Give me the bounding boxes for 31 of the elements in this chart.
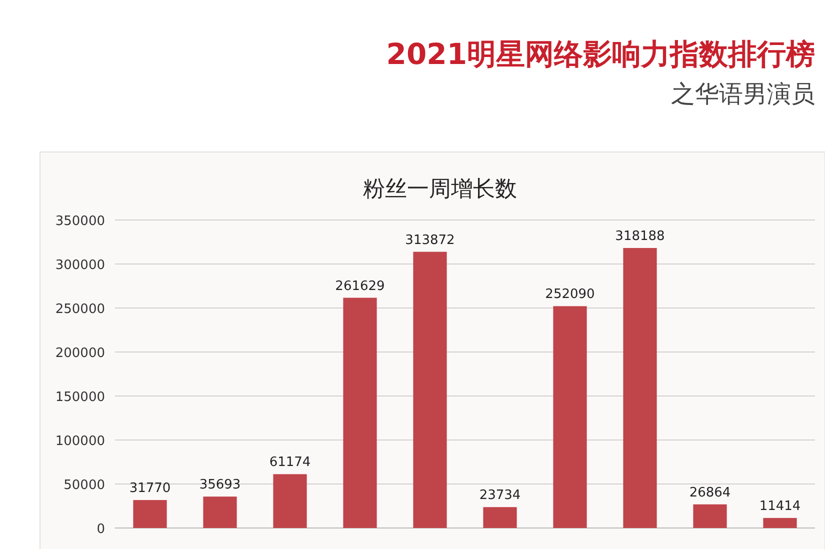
data-label: 26864 (689, 485, 731, 500)
data-label: 313872 (405, 232, 455, 248)
data-label: 23734 (479, 488, 521, 504)
data-label: 31770 (129, 481, 171, 496)
chart-title: 粉丝一周增长数 (363, 177, 517, 202)
bar (763, 518, 797, 528)
y-tick-label: 200000 (55, 346, 105, 361)
data-label: 11414 (759, 498, 801, 514)
y-tick-label: 150000 (55, 390, 105, 405)
bar (343, 298, 377, 528)
y-tick-label: 300000 (55, 258, 105, 273)
data-label: 261629 (335, 278, 385, 294)
y-tick-label: 350000 (55, 214, 105, 229)
bar (203, 496, 237, 528)
bar (693, 504, 727, 528)
text: 2021明星网络影响力指数排行榜 (386, 37, 815, 71)
bar (483, 507, 517, 528)
y-tick-label: 100000 (55, 434, 105, 449)
data-label: 35693 (199, 478, 241, 493)
y-tick-label: 250000 (55, 302, 105, 317)
data-label: 318188 (615, 228, 665, 244)
text: 之华语男演员 (671, 80, 815, 108)
bar (273, 474, 307, 528)
bar (553, 306, 587, 528)
data-label: 61174 (269, 455, 311, 470)
y-tick-label: 50000 (64, 478, 105, 493)
bar (413, 252, 447, 528)
bar (623, 248, 657, 528)
data-label: 252090 (545, 287, 595, 302)
y-tick-label: 0 (96, 522, 105, 537)
bar (133, 500, 167, 528)
